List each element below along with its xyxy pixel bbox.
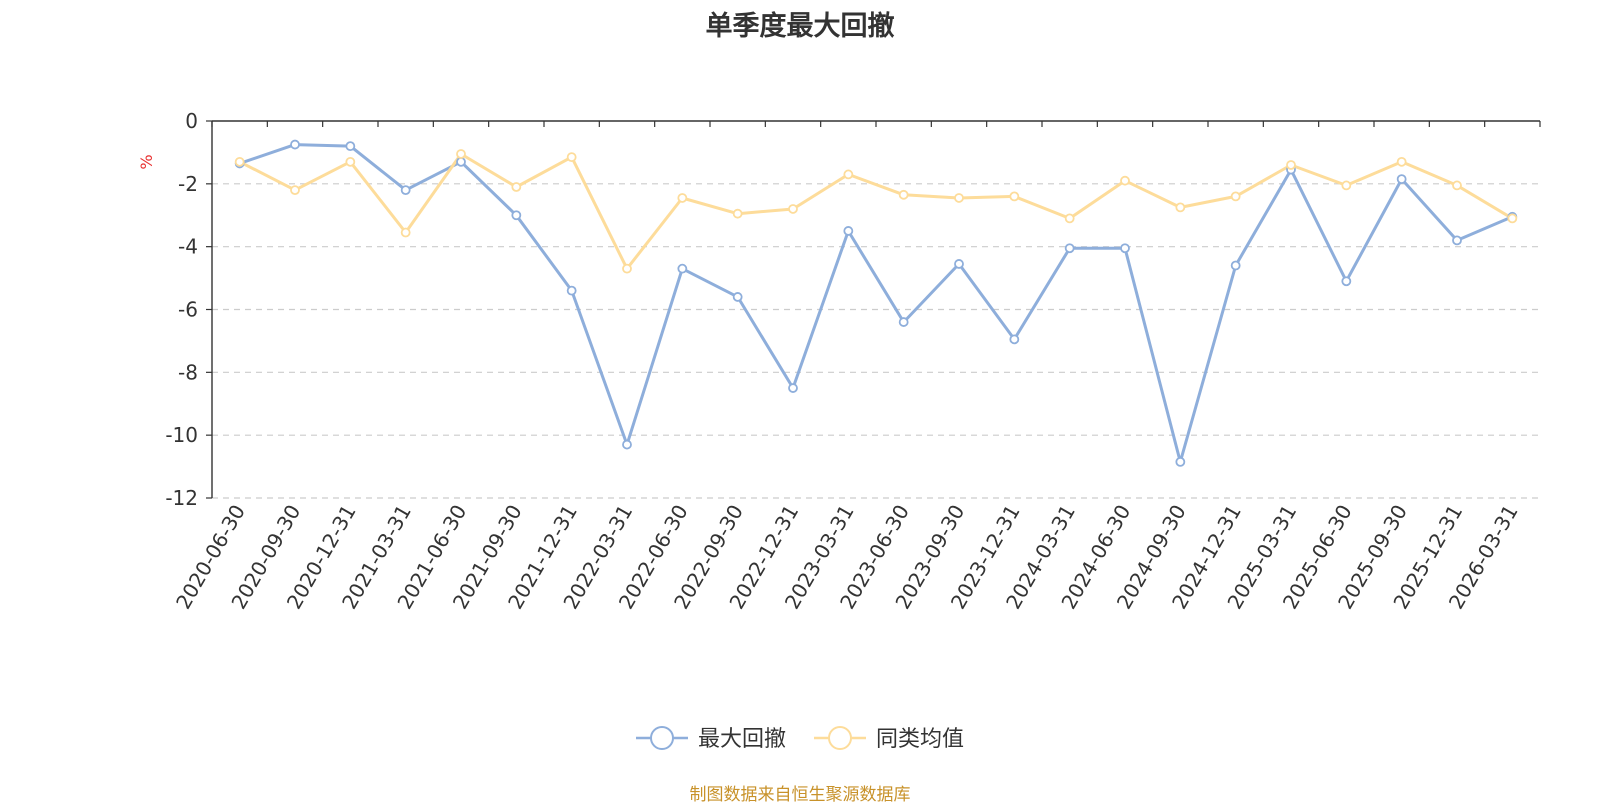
data-point-0-1[interactable] [290,139,300,150]
data-point-0-21[interactable] [1396,174,1407,185]
data-point-1-20[interactable] [1341,180,1352,191]
data-point-0-18[interactable] [1230,260,1241,271]
data-point-0-22[interactable] [1452,235,1462,246]
data-point-1-16[interactable] [1120,175,1130,186]
data-point-1-19[interactable] [1286,160,1296,170]
data-point-0-14[interactable] [1009,334,1020,345]
y-tick-label-2: -4 [178,235,198,259]
source-note: 制图数据来自恒生聚源数据库 [689,785,911,805]
data-point-0-7[interactable] [622,439,632,450]
data-point-1-18[interactable] [1230,191,1241,202]
data-point-0-2[interactable] [345,141,356,152]
data-point-1-23[interactable] [1507,213,1518,224]
data-point-0-16[interactable] [1120,243,1130,254]
grid-lines [212,183,1540,499]
data-point-1-7[interactable] [622,263,632,274]
y-tick-label-5: -10 [165,423,198,447]
data-point-1-3[interactable] [400,227,411,238]
data-point-0-17[interactable] [1175,456,1186,467]
data-point-1-15[interactable] [1064,213,1075,224]
data-point-1-10[interactable] [788,204,798,214]
series-lines [234,139,1518,467]
data-point-0-20[interactable] [1341,276,1352,287]
data-point-1-1[interactable] [290,185,300,196]
data-point-0-6[interactable] [566,285,577,296]
data-point-0-9[interactable] [732,292,743,302]
data-point-1-17[interactable] [1175,202,1186,213]
y-tick-label-6: -12 [165,486,198,510]
data-point-0-3[interactable] [400,185,411,196]
legend-marker-1 [828,726,852,750]
data-point-1-13[interactable] [954,193,964,203]
y-tick-label-4: -8 [178,360,198,384]
data-point-0-11[interactable] [843,226,854,236]
data-point-0-15[interactable] [1064,243,1075,254]
series-line-1 [239,152,1514,271]
legend-marker-0 [650,726,674,750]
axes: 0-2-4-6-8-10-122020-06-302020-09-302020-… [137,109,1541,613]
data-point-1-8[interactable] [677,193,688,203]
data-point-0-5[interactable] [511,210,522,221]
series-line-0 [239,143,1513,464]
legend-item-0[interactable]: 最大回撤 [636,726,786,752]
data-point-0-4[interactable] [456,156,466,167]
data-point-0-13[interactable] [954,259,964,269]
data-point-1-11[interactable] [843,169,854,180]
y-tick-label-3: -6 [178,298,198,322]
data-point-1-2[interactable] [345,156,356,167]
legend-label-1: 同类均值 [876,727,964,752]
data-point-0-12[interactable] [898,317,909,327]
chart-title: 单季度最大回撤 [705,11,895,42]
legend[interactable]: 最大回撤 同类均值 [636,726,964,752]
y-axis-unit-label: % [137,154,156,169]
data-point-1-6[interactable] [566,152,577,163]
legend-label-0: 最大回撤 [698,727,786,752]
y-tick-label-1: -2 [178,172,198,196]
data-point-1-5[interactable] [511,182,522,192]
data-point-0-8[interactable] [677,263,688,274]
data-point-1-9[interactable] [732,208,743,219]
y-tick-label-0: 0 [185,109,198,133]
data-point-1-14[interactable] [1009,191,1020,202]
data-point-1-12[interactable] [898,189,909,200]
data-point-1-4[interactable] [456,149,466,159]
data-point-1-0[interactable] [234,156,245,167]
legend-item-1[interactable]: 同类均值 [814,726,964,752]
data-point-1-22[interactable] [1452,180,1462,191]
data-point-1-21[interactable] [1396,156,1407,167]
data-point-0-10[interactable] [788,383,798,393]
